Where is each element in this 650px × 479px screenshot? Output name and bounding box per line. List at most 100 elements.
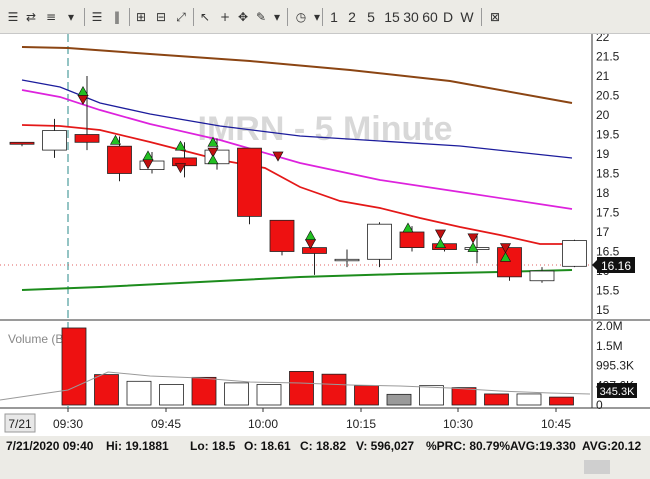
volume-bar[interactable] — [289, 371, 314, 406]
time-axis-labels: 09:30 09:45 10:00 10:15 10:30 10:45 — [53, 408, 571, 431]
volume-bar[interactable] — [516, 393, 542, 406]
candle-body[interactable] — [42, 130, 67, 151]
volume-bar[interactable] — [419, 385, 444, 406]
volume-bar[interactable] — [94, 374, 119, 406]
align-icon[interactable]: ≡ — [45, 10, 57, 24]
volume-bar[interactable] — [354, 385, 379, 406]
price-tick-label: 19 — [596, 147, 610, 161]
list-icon[interactable]: ☰ — [7, 10, 19, 24]
clock-icon[interactable]: ◷ — [295, 10, 307, 24]
volume-bar[interactable] — [61, 327, 87, 406]
period-60-button[interactable]: 60 — [422, 9, 438, 25]
volume-tick-label: 2.0M — [596, 319, 623, 333]
shrink-icon[interactable]: ⊟ — [155, 10, 167, 24]
sell-arrow-icon — [304, 239, 317, 250]
status-prc: %PRC: 80.79% — [426, 439, 511, 453]
buy-arrow-icon — [434, 238, 447, 248]
chart-area[interactable]: IMRN - 5 Minute 22 21.5 21 20.5 20 19.5 19 18.5… — [0, 34, 650, 436]
candle-body[interactable] — [562, 240, 587, 267]
chart-toolbar: ☰ ⇄ ≡ ▾ ☰ ‖ ⊞ ⊟ ⤢ ↖ + ✥ ✎ ▾ ◷ ▾ 1 2 5 15… — [0, 0, 650, 34]
candle-body[interactable] — [139, 160, 165, 171]
volume-bar[interactable] — [159, 384, 184, 406]
price-tick-label: 20.5 — [596, 89, 620, 103]
volume-tick-label: 995.3K — [596, 359, 634, 373]
last-volume-badge — [597, 383, 637, 398]
cursor-icon[interactable]: ↖ — [199, 10, 211, 24]
toolbar-separator — [193, 8, 194, 26]
last-price-label: 16.16 — [601, 259, 631, 273]
panel-divider[interactable] — [0, 319, 650, 321]
buy-arrow-icon — [207, 136, 219, 147]
scrollbar-thumb[interactable] — [584, 460, 610, 474]
volume-bar[interactable] — [224, 382, 249, 406]
volume-bar[interactable] — [191, 376, 217, 406]
candle-body[interactable] — [107, 145, 132, 174]
dropdown-icon[interactable]: ▾ — [67, 10, 75, 24]
candle-body[interactable] — [269, 219, 295, 252]
buy-arrow-icon — [402, 222, 414, 233]
settings-icon[interactable]: ⊠ — [489, 10, 501, 24]
sell-arrow-icon — [77, 95, 89, 106]
pan-icon[interactable]: ⇄ — [25, 10, 37, 24]
volume-bar[interactable] — [484, 393, 509, 406]
volume-bar[interactable] — [549, 396, 574, 406]
period-5-button[interactable]: 5 — [367, 9, 375, 25]
period-30-button[interactable]: 30 — [403, 9, 419, 25]
candle-body[interactable] — [529, 270, 555, 282]
price-tick-label: 19.5 — [596, 128, 620, 142]
pencil-icon[interactable]: ✎ — [255, 10, 267, 24]
price-tick-label: 17.5 — [596, 206, 620, 220]
volume-bar[interactable] — [451, 387, 477, 406]
buy-arrow-icon — [499, 251, 512, 262]
candle-body[interactable] — [9, 141, 35, 145]
price-tick-label: 17 — [596, 225, 610, 239]
volume-tick-label: 1.5M — [596, 339, 623, 353]
price-tick-label: 15.5 — [596, 284, 620, 298]
status-open: O: 18.61 — [244, 439, 291, 453]
period-daily-button[interactable]: D — [442, 9, 454, 25]
volume-bar[interactable] — [321, 373, 347, 406]
time-tick-label: 10:45 — [541, 417, 571, 431]
horizontal-scrollbar[interactable] — [0, 456, 650, 479]
candle-body[interactable] — [399, 231, 425, 248]
candle-body[interactable] — [497, 247, 522, 278]
price-tick-label: 21 — [596, 69, 610, 83]
period-weekly-button[interactable]: W — [460, 9, 474, 25]
last-price-pointer — [592, 260, 597, 270]
period-15-button[interactable]: 15 — [384, 9, 400, 25]
volume-tick-label: 0 — [596, 398, 603, 412]
hand-icon[interactable]: ✥ — [237, 10, 249, 24]
status-avg2: AVG:20.12 — [582, 439, 642, 453]
candle-body[interactable] — [302, 247, 327, 254]
dropdown-icon[interactable]: ▾ — [313, 10, 321, 24]
status-datetime: 7/21/2020 09:40 — [6, 439, 94, 453]
crosshair-icon[interactable]: + — [219, 10, 231, 24]
grid-lines-icon[interactable]: ☰ — [91, 10, 103, 24]
buy-arrow-icon — [174, 140, 187, 151]
period-2-button[interactable]: 2 — [348, 9, 356, 25]
expand-icon[interactable]: ⤢ — [176, 10, 186, 24]
last-volume-label: 345.3K — [600, 386, 636, 398]
sell-arrow-icon — [434, 229, 447, 240]
candle-body[interactable] — [237, 147, 262, 217]
status-bar: 7/21/2020 09:40 Hi: 19.1881 Lo: 18.5 O: … — [0, 436, 650, 456]
zoom-fit-icon[interactable]: ⊞ — [135, 10, 147, 24]
toolbar-separator — [129, 8, 130, 26]
price-tick-label: 18 — [596, 186, 610, 200]
sell-arrow-icon — [467, 233, 479, 244]
sell-arrow-icon — [272, 151, 284, 162]
status-low: Lo: 18.5 — [190, 439, 236, 453]
ma-red-line — [21, 124, 572, 245]
price-tick-label: 15 — [596, 303, 610, 317]
candle-body[interactable] — [367, 223, 392, 260]
volume-bar[interactable] — [386, 393, 412, 406]
candle-body[interactable] — [74, 134, 100, 143]
period-1-button[interactable]: 1 — [330, 9, 338, 25]
volume-bar[interactable] — [126, 380, 152, 406]
last-price-badge — [597, 257, 635, 273]
dropdown-icon[interactable]: ▾ — [273, 10, 281, 24]
candle-body[interactable] — [334, 258, 360, 262]
bars-icon[interactable]: ‖ — [114, 10, 120, 24]
volume-bar[interactable] — [256, 384, 282, 406]
